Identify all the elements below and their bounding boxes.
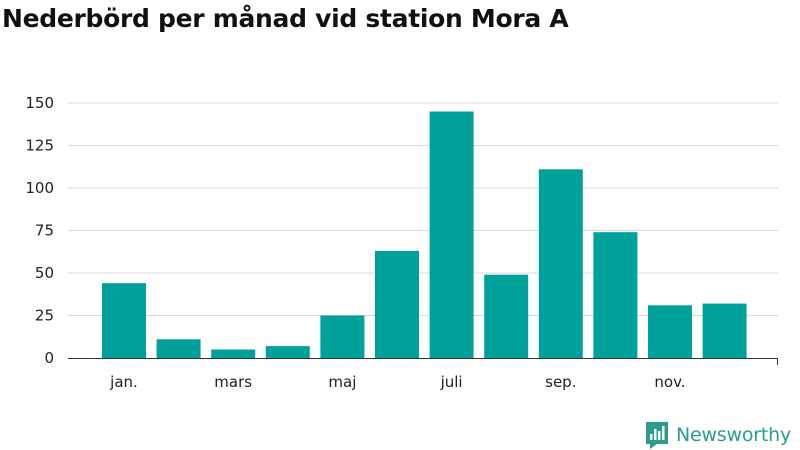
y-tick-label: 0 [44, 349, 54, 367]
bar-mars [211, 349, 256, 358]
bar-sep [538, 169, 583, 358]
bar-jan [102, 283, 146, 358]
x-axis [68, 358, 778, 365]
gridlines [68, 102, 778, 316]
bars [102, 111, 747, 358]
y-tick-label: 150 [25, 94, 54, 112]
y-tick-label: 75 [35, 222, 54, 240]
y-tick-label: 25 [35, 307, 54, 325]
chart-title: Nederbörd per månad vid station Mora A [2, 4, 569, 33]
x-tick-label: mars [214, 373, 252, 391]
bar-feb [156, 339, 201, 358]
y-tick-label: 100 [25, 179, 54, 197]
y-tick-label: 125 [25, 137, 54, 155]
brand-name: Newsworthy [676, 424, 792, 446]
x-tick-label: maj [328, 373, 356, 391]
brand-logo: Newsworthy [644, 420, 791, 450]
y-tick-label: 50 [35, 264, 54, 282]
x-tick-label: jan. [109, 373, 138, 391]
x-axis-tick-labels: jan. mars maj juli sep. nov. [109, 373, 685, 391]
bar-apr [265, 346, 310, 358]
bar-juni [375, 250, 419, 358]
x-tick-label: nov. [654, 373, 685, 391]
x-tick-label: sep. [545, 373, 576, 391]
bar-okt [593, 232, 638, 358]
newsworthy-logo-icon [646, 422, 668, 449]
bar-maj [320, 315, 365, 358]
bar-aug [484, 274, 529, 358]
bar-nov [648, 305, 692, 358]
bar-juli [429, 111, 474, 358]
y-axis-tick-labels: 0 25 50 75 100 125 150 [25, 94, 54, 367]
bar-dec [702, 303, 747, 358]
x-tick-label: juli [440, 373, 463, 391]
